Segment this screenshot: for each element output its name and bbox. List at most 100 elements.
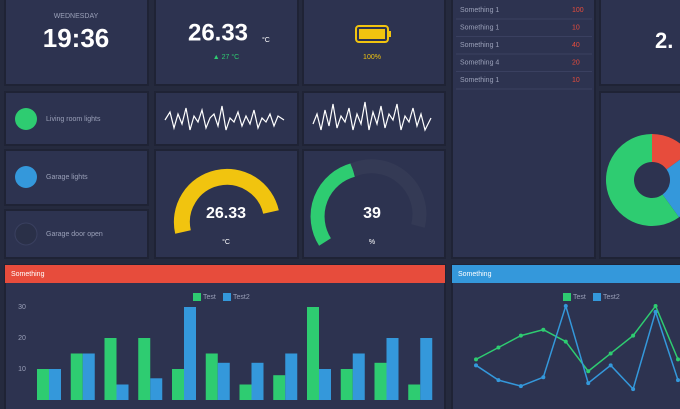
- bar: [82, 353, 95, 400]
- line: [475, 304, 679, 373]
- panel: [4, 0, 149, 86]
- legend-swatch: [563, 293, 571, 301]
- list-label: Something 1: [460, 77, 499, 84]
- gauge-unit: °C: [222, 238, 230, 246]
- bar: [70, 353, 83, 400]
- bar: [49, 369, 61, 400]
- label: WEDNESDAY: [54, 13, 99, 20]
- bar: [352, 353, 365, 400]
- bar: [205, 353, 218, 400]
- gauge-arc: [173, 168, 279, 234]
- point: [608, 363, 613, 368]
- switch-label: Living room lights: [46, 116, 101, 123]
- list-value: 20: [572, 59, 580, 66]
- list-label: Something 4: [460, 59, 499, 66]
- point: [676, 378, 680, 383]
- chart-title: Something: [458, 271, 492, 278]
- list-value: 100: [572, 7, 584, 14]
- bar: [251, 362, 264, 400]
- legend-label: Test2: [603, 294, 620, 301]
- gauge-track: [350, 159, 427, 228]
- bar: [273, 375, 286, 400]
- list-value: 40: [572, 42, 580, 49]
- point: [518, 384, 523, 389]
- bar: [319, 369, 331, 400]
- legend-swatch: [193, 293, 201, 301]
- bar: [307, 307, 319, 400]
- point: [586, 369, 591, 374]
- bar: [37, 369, 49, 400]
- bar: [116, 384, 129, 400]
- point: [496, 378, 501, 383]
- gauge-unit: %: [369, 239, 375, 246]
- list-value: 10: [572, 24, 580, 31]
- point: [608, 351, 613, 356]
- line: [475, 303, 679, 391]
- unit: °C: [262, 36, 270, 44]
- point: [518, 333, 523, 338]
- waveform: [164, 105, 285, 131]
- legend-label: Test: [203, 294, 216, 301]
- temp: 26.33: [188, 19, 248, 46]
- list-value: 10: [572, 77, 580, 84]
- point: [541, 375, 546, 380]
- trend: ▲ 27 °C: [213, 53, 239, 61]
- switch-label: Garage lights: [46, 174, 88, 181]
- legend-swatch: [593, 293, 601, 301]
- point: [631, 333, 636, 338]
- bar: [408, 384, 421, 400]
- bar: [138, 338, 151, 400]
- battery-label: 100%: [363, 54, 381, 61]
- legend-swatch: [223, 293, 231, 301]
- y-tick-label: 10: [18, 366, 26, 373]
- point: [676, 357, 680, 362]
- switch-label: Garage door open: [46, 231, 103, 238]
- gauge-arc: [310, 163, 356, 246]
- switch-on[interactable]: [15, 166, 37, 188]
- battery-fill: [359, 29, 385, 39]
- gauge-value: 39: [363, 205, 381, 222]
- chart-header: [452, 265, 680, 283]
- switch-on[interactable]: [15, 108, 37, 130]
- bar: [386, 338, 399, 400]
- legend-label: Test: [573, 294, 586, 301]
- bar: [374, 362, 387, 400]
- panel: [451, 264, 680, 409]
- waveform: [312, 101, 432, 132]
- bar: [340, 369, 353, 400]
- corner-value: 2.: [655, 28, 673, 53]
- point: [474, 363, 478, 368]
- chart-header: [5, 265, 445, 283]
- y-tick-label: 30: [18, 304, 26, 311]
- point: [541, 327, 546, 332]
- pie-slice: [652, 134, 680, 170]
- pie-slice: [606, 134, 680, 226]
- pie-slice: [662, 159, 680, 218]
- y-tick-label: 20: [18, 335, 26, 342]
- time: 19:36: [43, 23, 110, 53]
- list-label: Something 1: [460, 42, 499, 49]
- panel: [599, 0, 680, 86]
- point: [631, 387, 636, 392]
- bar: [217, 362, 230, 400]
- bar: [172, 369, 184, 400]
- gauge-value: 26.33: [206, 205, 246, 222]
- point: [563, 303, 568, 308]
- panel: [302, 91, 446, 146]
- point: [653, 303, 658, 308]
- legend-label: Test2: [233, 294, 250, 301]
- bar: [420, 338, 433, 400]
- panel: [451, 0, 596, 259]
- bar: [150, 378, 163, 400]
- point: [496, 345, 501, 350]
- battery-tip: [388, 31, 391, 37]
- point: [563, 339, 568, 344]
- bar: [285, 353, 298, 400]
- bar: [104, 338, 117, 400]
- list-label: Something 1: [460, 7, 499, 14]
- panel: [154, 0, 299, 86]
- list-label: Something 1: [460, 24, 499, 31]
- point: [474, 357, 478, 362]
- switch-off[interactable]: [14, 222, 38, 246]
